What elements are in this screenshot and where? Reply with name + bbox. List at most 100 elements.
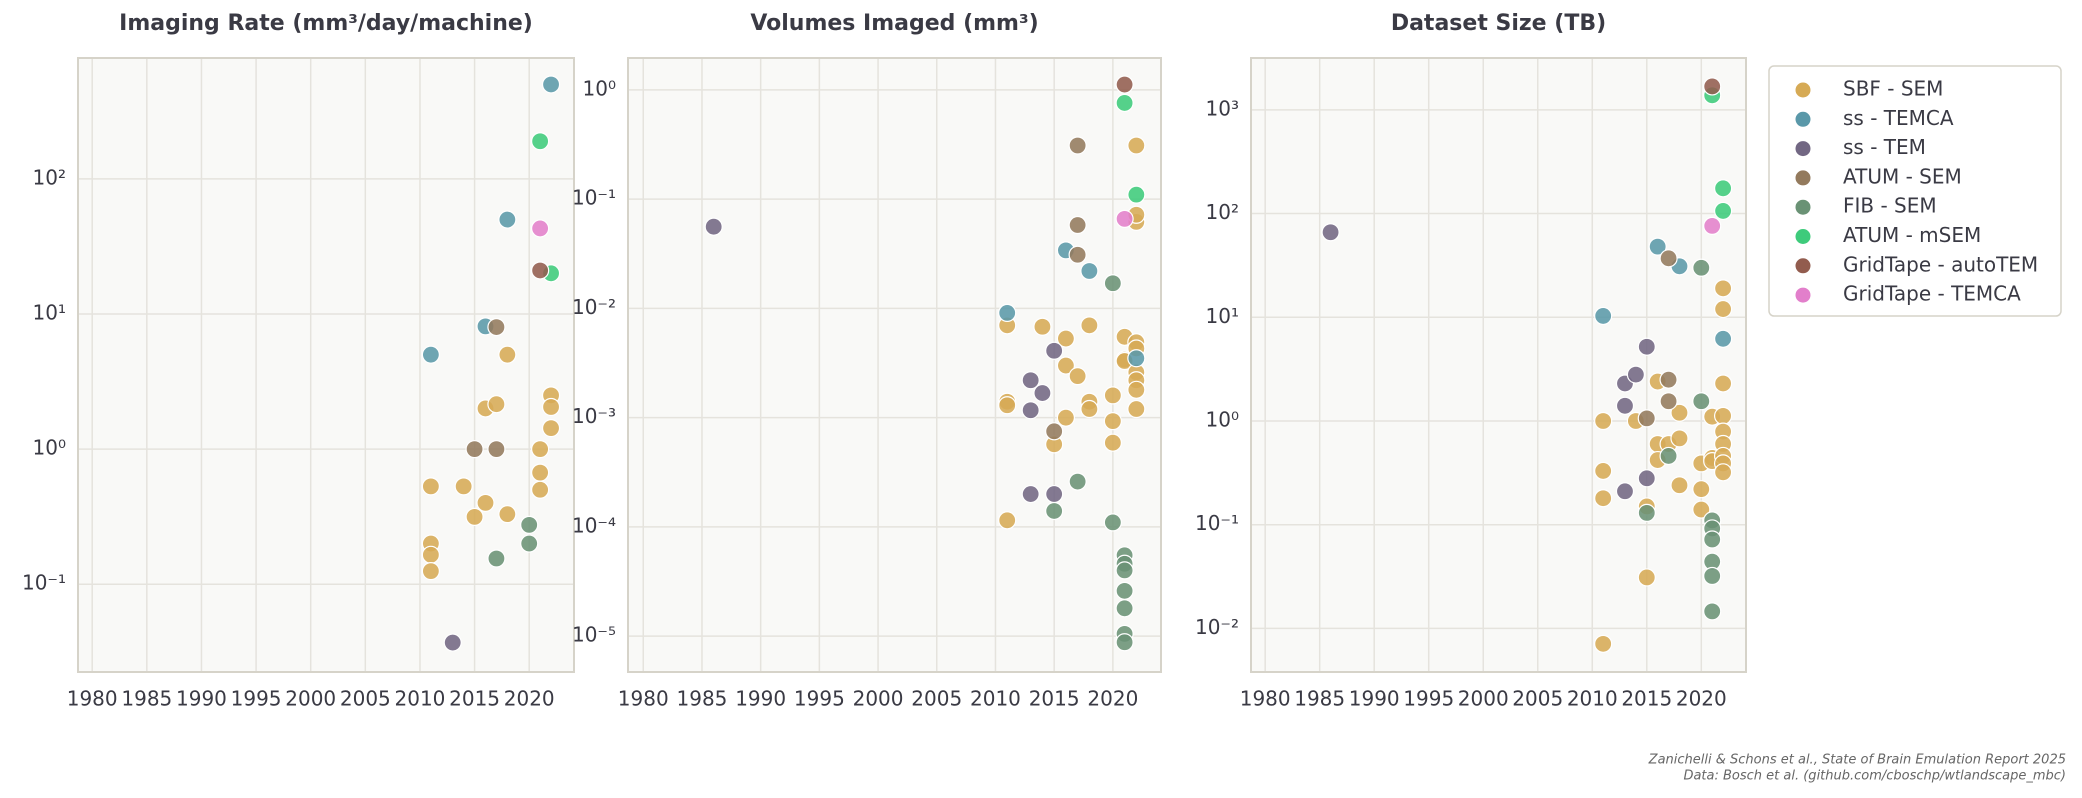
data-point	[487, 395, 506, 414]
y-tick-label: 10⁻²	[1195, 615, 1239, 639]
data-point	[1045, 501, 1064, 521]
data-point	[1670, 476, 1689, 495]
y-tick-label: 10²	[33, 165, 66, 189]
data-point	[1670, 429, 1689, 448]
x-tick-label: 2020	[1087, 687, 1138, 711]
data-point	[1659, 446, 1678, 466]
data-point	[531, 463, 550, 482]
data-point	[1637, 503, 1656, 522]
y-tick-label: 10⁰	[583, 76, 616, 100]
data-point	[1615, 482, 1635, 501]
data-point	[1056, 356, 1076, 375]
y-tick-label: 10³	[1206, 96, 1239, 120]
data-point	[1703, 530, 1722, 549]
data-point	[1127, 349, 1146, 368]
x-tick-label: 2020	[1676, 687, 1727, 711]
legend-label: SBF - SEM	[1843, 77, 1943, 101]
data-point	[531, 219, 550, 238]
plot-frame	[77, 57, 575, 673]
x-tick-label: 1985	[677, 687, 728, 711]
data-point	[421, 345, 440, 364]
data-point	[1714, 406, 1733, 425]
x-tick-label: 1990	[176, 687, 227, 711]
x-tick-label: 2010	[395, 687, 446, 711]
data-point	[998, 396, 1017, 415]
data-point	[1068, 367, 1087, 386]
data-point	[487, 549, 506, 568]
data-point	[1045, 422, 1064, 441]
chart-title: Volumes Imaged (mm³)	[750, 11, 1038, 36]
data-point	[421, 562, 440, 581]
x-tick-label: 1985	[121, 687, 172, 711]
legend-label: GridTape - autoTEM	[1843, 252, 2038, 276]
data-point	[1659, 249, 1678, 268]
legend-marker	[1794, 198, 1812, 216]
data-point	[1321, 223, 1340, 242]
data-point	[1637, 409, 1656, 428]
data-point	[1115, 93, 1134, 113]
y-tick-label: 10⁻¹	[1195, 511, 1239, 535]
data-point	[465, 507, 484, 526]
data-point	[1615, 396, 1635, 415]
data-point	[476, 493, 495, 512]
data-point	[1692, 480, 1711, 499]
x-tick-label: 1990	[1349, 687, 1400, 711]
data-point	[1103, 386, 1122, 405]
data-point	[1115, 561, 1134, 580]
data-point	[1692, 258, 1711, 277]
data-point	[1080, 399, 1099, 419]
legend-label: GridTape - TEMCA	[1843, 282, 2021, 306]
data-point	[1127, 185, 1146, 204]
data-point	[1115, 633, 1134, 652]
data-point	[1115, 209, 1134, 228]
legend-box	[1768, 65, 2062, 317]
y-tick-label: 10⁻¹	[572, 186, 616, 210]
data-point	[531, 261, 550, 280]
data-point	[1692, 500, 1711, 519]
data-point	[1127, 399, 1146, 419]
data-point	[1115, 75, 1134, 94]
data-point	[1714, 179, 1733, 198]
data-point	[1626, 365, 1645, 384]
data-point	[1103, 274, 1122, 293]
x-tick-label: 1995	[231, 687, 282, 711]
data-point	[1594, 411, 1613, 431]
x-tick-label: 1990	[735, 687, 786, 711]
data-point	[1115, 599, 1134, 618]
y-tick-label: 10⁰	[1206, 407, 1239, 431]
legend-marker	[1794, 169, 1812, 187]
data-point	[454, 477, 473, 496]
data-point	[1648, 237, 1667, 256]
data-point	[1637, 337, 1656, 356]
legend-label: ATUM - SEM	[1843, 164, 1962, 188]
x-tick-label: 2020	[504, 687, 555, 711]
data-point	[531, 132, 550, 151]
x-tick-label: 2010	[1567, 687, 1618, 711]
data-point	[1714, 279, 1733, 298]
data-point	[531, 480, 550, 499]
y-tick-label: 10⁻⁴	[572, 513, 616, 537]
x-tick-label: 2005	[911, 687, 962, 711]
data-point	[1103, 412, 1122, 431]
data-point	[421, 477, 440, 496]
data-point	[1692, 392, 1711, 411]
legend-label: ss - TEMCA	[1843, 106, 1954, 130]
data-point	[1021, 371, 1040, 390]
x-tick-label: 1980	[67, 687, 118, 711]
chart-title: Imaging Rate (mm³/day/machine)	[119, 11, 533, 36]
x-tick-label: 2015	[449, 687, 500, 711]
data-point	[1068, 215, 1087, 235]
legend-marker	[1794, 228, 1812, 245]
plot-area	[78, 58, 574, 672]
legend-marker	[1794, 81, 1812, 99]
data-point	[1637, 568, 1656, 587]
x-tick-label: 2005	[340, 687, 391, 711]
legend-marker	[1794, 286, 1812, 304]
data-point	[1703, 602, 1722, 621]
x-tick-label: 2015	[1621, 687, 1672, 711]
x-tick-label: 2000	[1458, 687, 1509, 711]
data-point	[1659, 370, 1678, 389]
legend-label: ATUM - mSEM	[1843, 223, 1981, 247]
y-tick-label: 10⁻³	[572, 404, 616, 428]
data-point	[1594, 634, 1613, 653]
